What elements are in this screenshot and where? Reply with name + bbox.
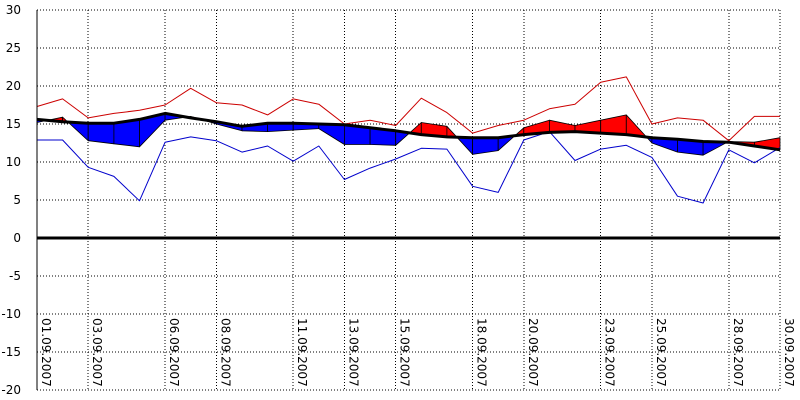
y-tick-label: 25 <box>6 41 21 55</box>
axes <box>36 10 780 390</box>
series-line-min <box>37 131 781 204</box>
y-tick-label: -20 <box>1 383 21 397</box>
x-tick-label: 06.09.2007 <box>167 318 181 387</box>
y-tick-label: 10 <box>6 155 21 169</box>
series-lines <box>36 76 781 204</box>
anomaly-below-area <box>67 121 89 142</box>
series-line-max <box>36 76 780 142</box>
x-tick-label: 30.09.2007 <box>782 318 796 387</box>
x-tick-label: 11.09.2007 <box>295 318 309 387</box>
anomaly-above-area <box>600 114 627 136</box>
x-tick-label: 18.09.2007 <box>475 318 489 387</box>
x-tick-label: 15.09.2007 <box>398 318 412 387</box>
y-tick-label: 0 <box>13 231 21 245</box>
y-tick-label: 5 <box>13 193 21 207</box>
y-tick-label: -15 <box>1 345 21 359</box>
y-tick-label: -10 <box>1 307 21 321</box>
y-tick-label: -5 <box>9 269 21 283</box>
x-tick-label: 28.09.2007 <box>731 318 745 387</box>
series-line-normal <box>36 111 781 152</box>
x-tick-label: 08.09.2007 <box>218 318 232 387</box>
anomaly-below-area <box>456 136 474 155</box>
x-tick-label: 20.09.2007 <box>526 318 540 387</box>
anomaly-below-area <box>472 137 499 155</box>
y-tick-label: 15 <box>6 117 21 131</box>
anomaly-below-area <box>318 123 345 145</box>
x-tick-label: 23.09.2007 <box>603 318 617 387</box>
y-tick-label: 20 <box>6 79 21 93</box>
x-tick-labels: 01.09.2007 03.09.2007 06.09.2007 08.09.2007… <box>39 318 796 387</box>
x-tick-label: 03.09.2007 <box>90 318 104 387</box>
y-tick-label: 30 <box>6 3 21 17</box>
x-tick-label: 13.09.2007 <box>346 318 360 387</box>
y-tick-labels: 30 25 20 15 10 5 0 -5 -10 -15 -20 <box>1 3 21 397</box>
anomaly-fill <box>36 113 781 156</box>
x-tick-label: 25.09.2007 <box>654 318 668 387</box>
anomaly-below-area <box>87 122 115 145</box>
x-tick-label: 01.09.2007 <box>39 318 53 387</box>
